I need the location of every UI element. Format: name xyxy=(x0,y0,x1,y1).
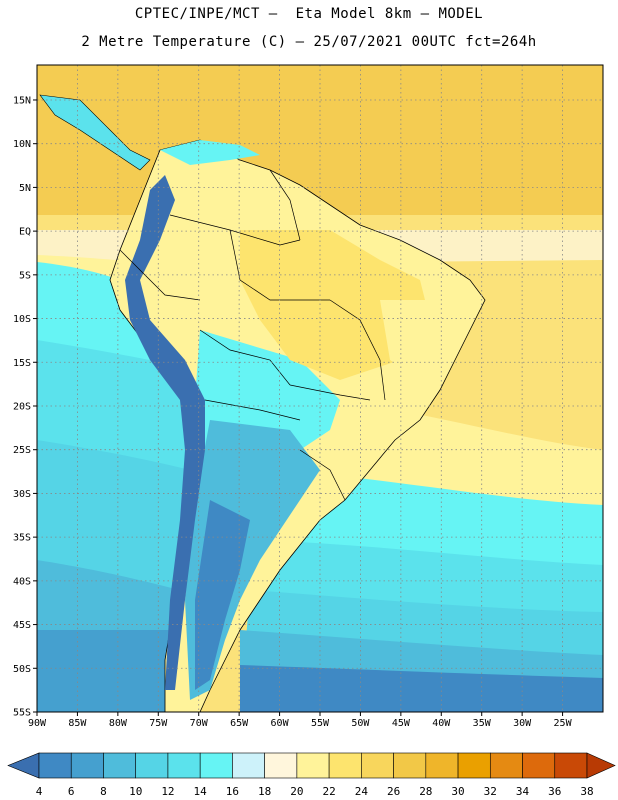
colorbar-label: 14 xyxy=(194,785,208,798)
lat-tick-label: 15S xyxy=(13,358,31,369)
colorbar-swatch xyxy=(135,752,169,779)
lat-tick-label: 5S xyxy=(19,270,31,281)
colorbar-arrow-low xyxy=(7,752,40,779)
colorbar-swatch xyxy=(296,752,330,779)
lon-tick-label: 30W xyxy=(513,718,532,729)
colorbar-swatch xyxy=(264,752,298,779)
latitude-axis: 15N 10N 5N EQ 5S 10S 15S 20S 25S 30S 35S 40S 45S 50S 5… xyxy=(13,95,37,719)
colorbar-label: 24 xyxy=(355,785,369,798)
lon-tick-label: 25W xyxy=(554,718,573,729)
colorbar-label: 8 xyxy=(100,785,107,798)
lon-tick-label: 80W xyxy=(109,718,128,729)
colorbar-label: 34 xyxy=(516,785,530,798)
colorbar-swatch xyxy=(232,752,265,779)
lat-tick-label: 40S xyxy=(13,576,31,587)
temperature-colorbar: 4 6 8 10 12 14 16 18 20 22 24 26 28 30 32 34 36 38 xyxy=(7,752,616,798)
colorbar-swatch xyxy=(425,752,459,779)
temperature-field xyxy=(37,65,603,712)
lon-tick-label: 55W xyxy=(311,718,330,729)
colorbar-label: 4 xyxy=(36,785,43,798)
lon-tick-label: 85W xyxy=(68,718,87,729)
lat-tick-label: 50S xyxy=(13,664,31,675)
colorbar-arrow-high xyxy=(586,752,616,779)
lat-tick-label: 10S xyxy=(13,314,31,325)
colorbar-swatch xyxy=(103,752,137,779)
lat-tick-label: EQ xyxy=(19,227,31,238)
colorbar-swatch xyxy=(38,752,72,779)
lat-tick-label: 55S xyxy=(13,708,31,719)
lon-tick-label: 35W xyxy=(473,718,492,729)
colorbar-swatch xyxy=(522,752,556,779)
colorbar-label: 12 xyxy=(161,785,174,798)
colorbar-swatch xyxy=(554,752,588,779)
lon-tick-label: 70W xyxy=(190,718,209,729)
lat-tick-label: 10N xyxy=(13,139,31,150)
lon-tick-label: 45W xyxy=(392,718,411,729)
colorbar-swatch xyxy=(199,752,233,779)
lat-tick-label: 15N xyxy=(13,95,31,106)
map-title-line1: CPTEC/INPE/MCT – Eta Model 8km – MODEL xyxy=(134,6,484,22)
colorbar-swatch xyxy=(361,752,394,779)
lon-tick-label: 60W xyxy=(271,718,290,729)
map-title-line2: 2 Metre Temperature (C) – 25/07/2021 00U… xyxy=(81,34,537,50)
colorbar-label: 36 xyxy=(548,785,561,798)
colorbar-swatch xyxy=(167,752,201,779)
colorbar-label: 30 xyxy=(451,785,464,798)
lat-tick-label: 25S xyxy=(13,445,31,456)
lat-tick-label: 30S xyxy=(13,489,31,500)
lat-tick-label: 20S xyxy=(13,401,31,412)
colorbar-label: 6 xyxy=(68,785,75,798)
lat-tick-label: 35S xyxy=(13,533,31,544)
colorbar-swatch xyxy=(489,752,523,779)
longitude-axis: 90W 85W 80W 75W 70W 65W 60W 55W 50W 45W 40W 35W 30W 2… xyxy=(28,712,573,729)
lon-tick-label: 75W xyxy=(149,718,168,729)
colorbar-label: 22 xyxy=(322,785,335,798)
lon-tick-label: 50W xyxy=(351,718,370,729)
colorbar-label: 16 xyxy=(226,785,239,798)
colorbar-swatch xyxy=(457,752,491,779)
colorbar-label: 18 xyxy=(258,785,271,798)
colorbar-swatch xyxy=(328,752,362,779)
colorbar-label: 32 xyxy=(484,785,497,798)
lat-tick-label: 5N xyxy=(19,183,31,194)
colorbar-label: 26 xyxy=(387,785,400,798)
colorbar-label: 10 xyxy=(129,785,142,798)
colorbar-label: 38 xyxy=(580,785,593,798)
lat-tick-label: 45S xyxy=(13,620,31,631)
colorbar-swatch xyxy=(393,752,427,779)
colorbar-label: 28 xyxy=(419,785,432,798)
colorbar-label: 20 xyxy=(290,785,303,798)
lon-tick-label: 40W xyxy=(432,718,451,729)
colorbar-swatch xyxy=(70,752,104,779)
lon-tick-label: 65W xyxy=(230,718,249,729)
lon-tick-label: 90W xyxy=(28,718,47,729)
